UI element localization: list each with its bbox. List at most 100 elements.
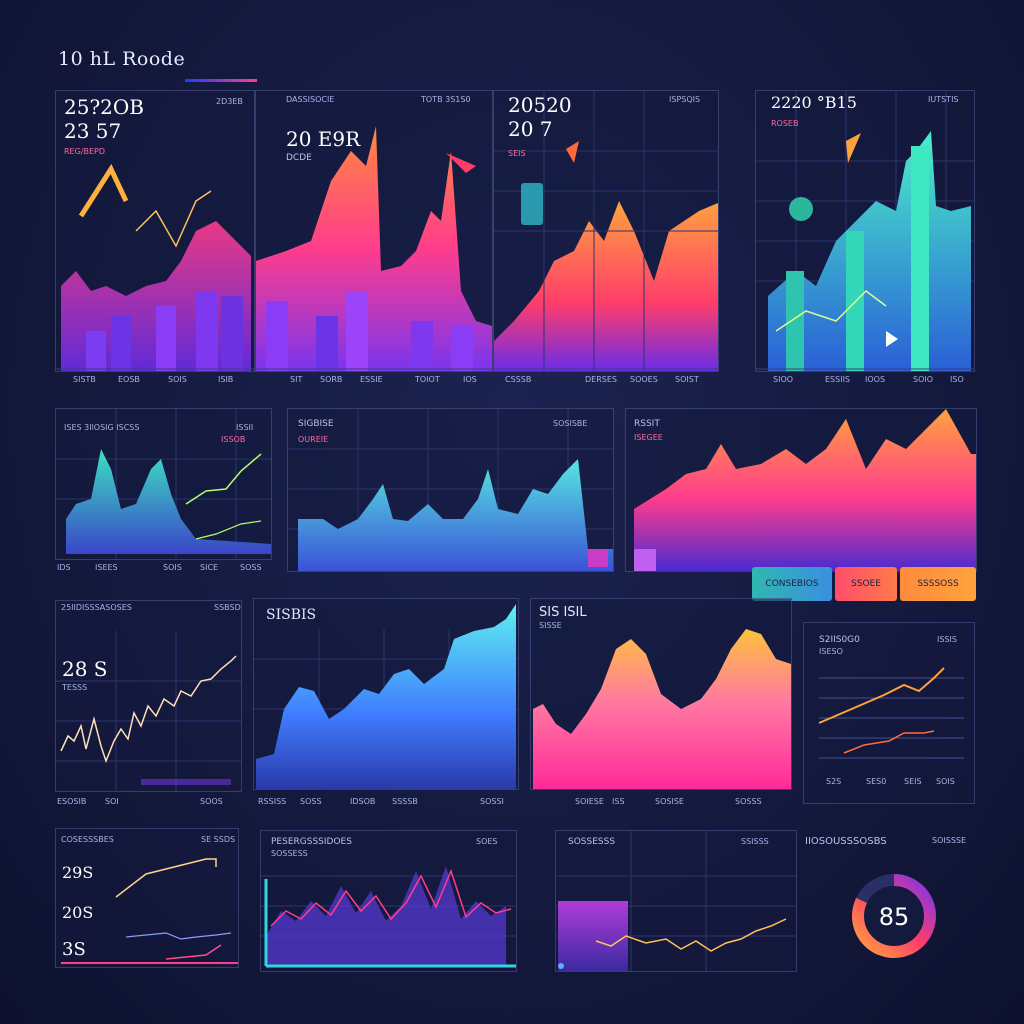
title-underline (185, 79, 257, 82)
donut-gauge: 85 (852, 874, 936, 958)
panel-1-label: REG/BEPD (64, 147, 106, 156)
panel-2-top-right: TOTB 3S1S0 (421, 95, 471, 104)
p2-tick-4: IOS (463, 375, 477, 384)
panel-7-label: ISEGEE (634, 433, 663, 442)
bar-chart-4-graphic (756, 91, 974, 371)
p11-tick-2: SEIS (904, 777, 922, 786)
panel-6-label: OUREIE (298, 435, 329, 444)
panel-12-value-2: 20S (62, 903, 94, 922)
p4-tick-4: ISO (950, 375, 964, 384)
panel-1-top-right: 2D3EB (216, 97, 243, 106)
panel-3-label: SEIS (508, 149, 526, 158)
panel-12-top-left: COSESSSBES (61, 835, 114, 844)
bar-chart-7-graphic (634, 409, 976, 571)
p1-tick-2: SOIS (168, 375, 187, 384)
p2-tick-1: SORB (320, 375, 343, 384)
p10-tick-3: SOSSS (735, 797, 762, 806)
panel-11-label: ISESO (819, 647, 843, 656)
panel-line-chart-11: S2IIS0G0 ISSIS ISESO S2S SES0 SEIS SOIS (803, 622, 975, 804)
panel-bar-chart-3: 20520 20 7 ISPSQIS SEIS (493, 90, 719, 372)
panel-line-chart-12: COSESSSBES SE SSDS 29S 20S 3S (55, 828, 239, 968)
panel-bar-chart-6: SIGBISE SOSISBE OUREIE (287, 408, 614, 572)
panel-3-value-2: 20 7 (508, 117, 553, 141)
bar-chart-14-graphic (556, 831, 796, 971)
panel-area-chart-5: ISES 3IlOSIG ISCSS ISSII ISSOB (55, 408, 272, 560)
area-chart-9-graphic (254, 604, 518, 789)
panel-2-label: DCDE (286, 153, 312, 163)
panel-12-value-1: 29S (62, 863, 94, 882)
p10-tick-2: SOSISE (655, 797, 684, 806)
bar-chart-13-graphic (261, 866, 516, 968)
teal-action-button[interactable]: CONSEBIOS (752, 567, 832, 601)
bar-chart-1-graphic (56, 163, 254, 371)
panel-13-top-right: SOES (476, 837, 498, 846)
bar-chart-2-graphic (256, 126, 492, 371)
p10-tick-1: ISS (612, 797, 625, 806)
panel-4-top-right: IUTSTIS (928, 95, 959, 104)
panel-13-top-left: PESERGSSSIDOES (271, 837, 352, 847)
p4-tick-1: ESSIIS (825, 375, 851, 384)
panel-14-top-left: SOSSESSS (568, 837, 616, 847)
area-chart-10-graphic (533, 629, 791, 789)
p2-tick-2: ESSIE (360, 375, 383, 384)
p3-tick-3: SOIST (675, 375, 699, 384)
p3-tick-0: CSSSB (505, 375, 532, 384)
p5-tick-0: IDS (57, 563, 71, 572)
panel-7-top-left: RSSIT (634, 419, 660, 429)
panel-10-top-left: SIS ISIL (539, 605, 587, 620)
p8-tick-2: SOOS (200, 797, 223, 806)
panel-6-top-left: SIGBISE (298, 419, 334, 429)
panel-11-top-right: ISSIS (937, 635, 957, 644)
p2-tick-3: TOIOT (415, 375, 440, 384)
panel-4-value-1: 2220 °B15 (771, 93, 857, 112)
bar-chart-6-graphic (288, 409, 613, 571)
panel-9-top-left: SISBIS (266, 607, 317, 623)
p3-tick-1: DERSES (585, 375, 617, 384)
panel-1-value-2: 23 57 (64, 119, 122, 143)
panel-3-value-1: 20520 (508, 93, 572, 117)
p1-tick-0: SISTB (73, 375, 96, 384)
panel-8-value-1: 28 S (62, 657, 108, 681)
panel-area-chart-9: SISBIS (253, 598, 519, 790)
red-action-button[interactable]: SSOEE (835, 567, 897, 601)
panel-1-value-1: 25?2OB (64, 95, 144, 119)
panel-2-top-left: DASSISOCIE (286, 95, 335, 104)
panel-bar-chart-7: RSSIT ISEGEE (625, 408, 977, 572)
panel-15-top-left: IIOSOUSSSOSBS (805, 836, 887, 847)
orange-action-button[interactable]: SSSSOSS (900, 567, 976, 601)
panel-13-label: SOSSESS (271, 849, 308, 858)
p8-tick-0: ESOSIB (57, 797, 87, 806)
p5-tick-2: SOIS (163, 563, 182, 572)
p11-tick-3: SOIS (936, 777, 955, 786)
p1-tick-1: EOSB (118, 375, 140, 384)
panel-11-top-left: S2IIS0G0 (819, 635, 860, 645)
p5-tick-4: SOSS (240, 563, 262, 572)
p9-tick-0: RSSISS (258, 797, 287, 806)
panel-bar-chart-2: DASSISOCIE TOTB 3S1S0 20 E9R DCDE (255, 90, 493, 372)
p9-tick-1: SOSS (300, 797, 322, 806)
line-chart-12-graphic (61, 858, 238, 964)
p3-tick-2: SOOES (630, 375, 658, 384)
donut-gauge-arc (852, 874, 936, 958)
panel-8-top-right: SSBSD (214, 603, 241, 612)
panel-line-chart-8: 25IIDISSSASOSES SSBSD 28 S TESSS (55, 600, 242, 792)
p5-tick-3: SICE (200, 563, 219, 572)
panel-2-value-1: 20 E9R (286, 127, 361, 151)
panel-5-top-right: ISSII (236, 423, 254, 432)
line-chart-11-graphic (818, 667, 964, 759)
bar-chart-3-graphic (494, 91, 718, 371)
dashboard-title: 10 hL Roode (58, 48, 186, 70)
p8-tick-1: SOI (105, 797, 119, 806)
panel-10-label: SISSE (539, 621, 562, 630)
p4-tick-3: SOIO (913, 375, 934, 384)
p11-tick-0: S2S (826, 777, 842, 786)
panel-14-top-right: SSISSS (741, 837, 769, 846)
panel-6-top-right: SOSISBE (553, 419, 588, 428)
panel-12-top-right: SE SSDS (201, 835, 236, 844)
panel-bar-chart-14: SOSSESSS SSISSS (555, 830, 797, 972)
panel-8-label: TESSS (62, 683, 88, 692)
p4-tick-2: IOOS (865, 375, 886, 384)
panel-area-chart-10: SIS ISIL SISSE (530, 598, 792, 790)
panel-5-top-left: ISES 3IlOSIG ISCSS (64, 423, 140, 432)
panel-3-top-right: ISPSQIS (669, 95, 701, 104)
